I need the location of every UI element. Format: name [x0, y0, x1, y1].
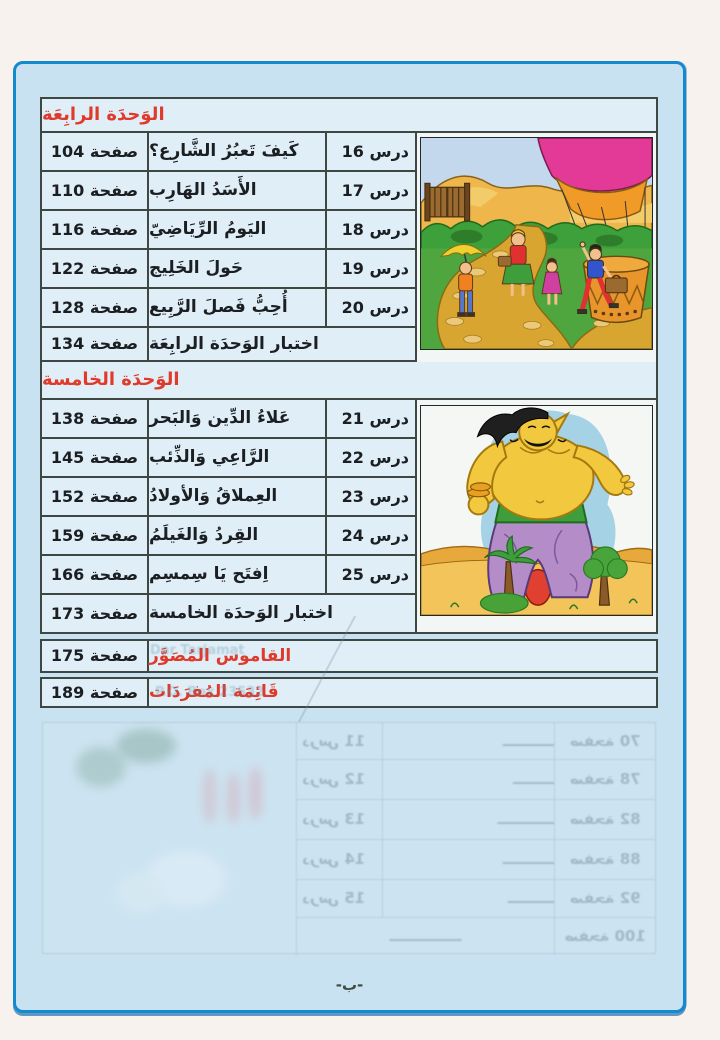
lesson-number-cell: درس 23	[325, 478, 415, 517]
ghost-cell: درس 13	[297, 800, 383, 840]
picture-dictionary-row: صفحة 175 القاموس المُصَوَّر	[40, 639, 658, 673]
lesson-title-cell: الرَّاعِي وَالذِّئب	[147, 439, 325, 478]
lesson-number-cell: درس 20	[325, 289, 415, 328]
unit4-exam-row: اختبار الوَحدَة الرابِعَة	[147, 328, 415, 362]
ghost-cell: صفحة 82	[555, 800, 655, 840]
ghost-cell: صفحة 70	[555, 723, 655, 760]
page-number-cell: صفحة 138	[42, 400, 147, 439]
ghost-cell: درس 15	[297, 880, 383, 918]
unit5-table: صفحة 138 عَلاءُ الدِّين وَالبَحر درس 21 …	[42, 400, 656, 632]
page-frame: رسوم وألعاب تناسب هذا المستوى الوَحدَة ا…	[13, 61, 686, 1013]
ghost-cell: صفحة 100	[564, 927, 646, 945]
lesson-number-cell: درس 16	[325, 133, 415, 172]
lesson-number-cell: درس 25	[325, 556, 415, 595]
lesson-title-cell: اِفتَح يَا سِمسِم	[147, 556, 325, 595]
page-number-cell: صفحة 116	[42, 211, 147, 250]
exam-page-cell: صفحة 173	[50, 603, 139, 623]
lesson-title-cell: عَلاءُ الدِّين وَالبَحر	[147, 400, 325, 439]
ghost-cell: درس 14	[297, 840, 383, 880]
ghost-cell: درس 11	[297, 723, 383, 760]
ghost-cell: ــــــــ	[383, 760, 555, 800]
ghost-cell: درس 12	[297, 760, 383, 800]
lesson-number-cell: درس 17	[325, 172, 415, 211]
lesson-number-cell: درس 24	[325, 517, 415, 556]
ghost-cell: صفحة 78	[555, 760, 655, 800]
balloon-scene-image	[420, 137, 653, 350]
page-number-cell: صفحة 122	[42, 250, 147, 289]
page-marker: -ب-	[335, 976, 364, 994]
lesson-number-cell: درس 19	[325, 250, 415, 289]
lesson-title-cell: أُحِبُّ فَصلَ الرَّبِيع	[147, 289, 325, 328]
page-number-cell: صفحة 189	[50, 682, 139, 702]
picture-dictionary-label: القاموس المُصَوَّر	[147, 641, 656, 671]
ghost-cell: ــــــــــــــ	[297, 918, 555, 955]
ghost-image-smudge	[43, 723, 297, 955]
ghost-cell: صفحة 88	[555, 840, 655, 880]
lesson-title-cell: القِردُ وَالغَيلَمُ	[147, 517, 325, 556]
ghost-cell: ـــــــــــ	[383, 800, 555, 840]
unit4-illustration	[415, 133, 656, 362]
page-number-cell: صفحة 145	[42, 439, 147, 478]
ghost-cell: صفحة 92	[555, 880, 655, 918]
exam-page-cell: صفحة 134	[42, 328, 147, 362]
lesson-title-cell: كَيفَ تَعبُرُ الشَّارِع؟	[147, 133, 325, 172]
page-number-cell: صفحة 166	[42, 556, 147, 595]
unit5-header: الوَحدَة الخامسة	[42, 362, 656, 400]
unit4-table: صفحة 104 كَيفَ تَعبُرُ الشَّارِع؟ درس 16…	[42, 133, 656, 362]
page-number-cell: صفحة 159	[42, 517, 147, 556]
unit5-exam-row: اختبار الوَحدَة الخامسة	[147, 595, 415, 632]
lesson-title-cell: اليَومُ الرِّيَاضِيّ	[147, 211, 325, 250]
page-number-cell: صفحة 104	[42, 133, 147, 172]
giant-scene-image	[420, 405, 653, 616]
page-number-cell: صفحة 152	[42, 478, 147, 517]
lesson-number-cell: درس 22	[325, 439, 415, 478]
ghost-showthrough-table: صفحة 70 ــــــــــ درس 11 صفحة 78 ــــــ…	[42, 722, 656, 955]
lesson-number-cell: درس 18	[325, 211, 415, 250]
ghost-cell: ـــــــــ	[383, 880, 555, 918]
vocabulary-list-label: قَائِمَة المُفرَدَات	[147, 679, 656, 706]
ghost-cell: ــــــــــ	[383, 723, 555, 760]
vocabulary-list-row: صفحة 189 قَائِمَة المُفرَدَات	[40, 677, 658, 708]
page-number-cell: صفحة 128	[42, 289, 147, 328]
unit5-illustration	[415, 400, 656, 632]
page-number-cell: صفحة 175	[50, 646, 139, 665]
lesson-title-cell: الأَسَدُ الهَارِب	[147, 172, 325, 211]
lesson-title-cell: العِملاقُ وَالأولادُ	[147, 478, 325, 517]
page-number-cell: صفحة 110	[42, 172, 147, 211]
lesson-title-cell: حَولَ الخَلِيج	[147, 250, 325, 289]
unit4-header: الوَحدَة الرابِعَة	[42, 99, 656, 133]
ghost-cell: ــــــــــ	[383, 840, 555, 880]
table-of-contents: الوَحدَة الرابِعَة	[40, 97, 658, 634]
lesson-number-cell: درس 21	[325, 400, 415, 439]
